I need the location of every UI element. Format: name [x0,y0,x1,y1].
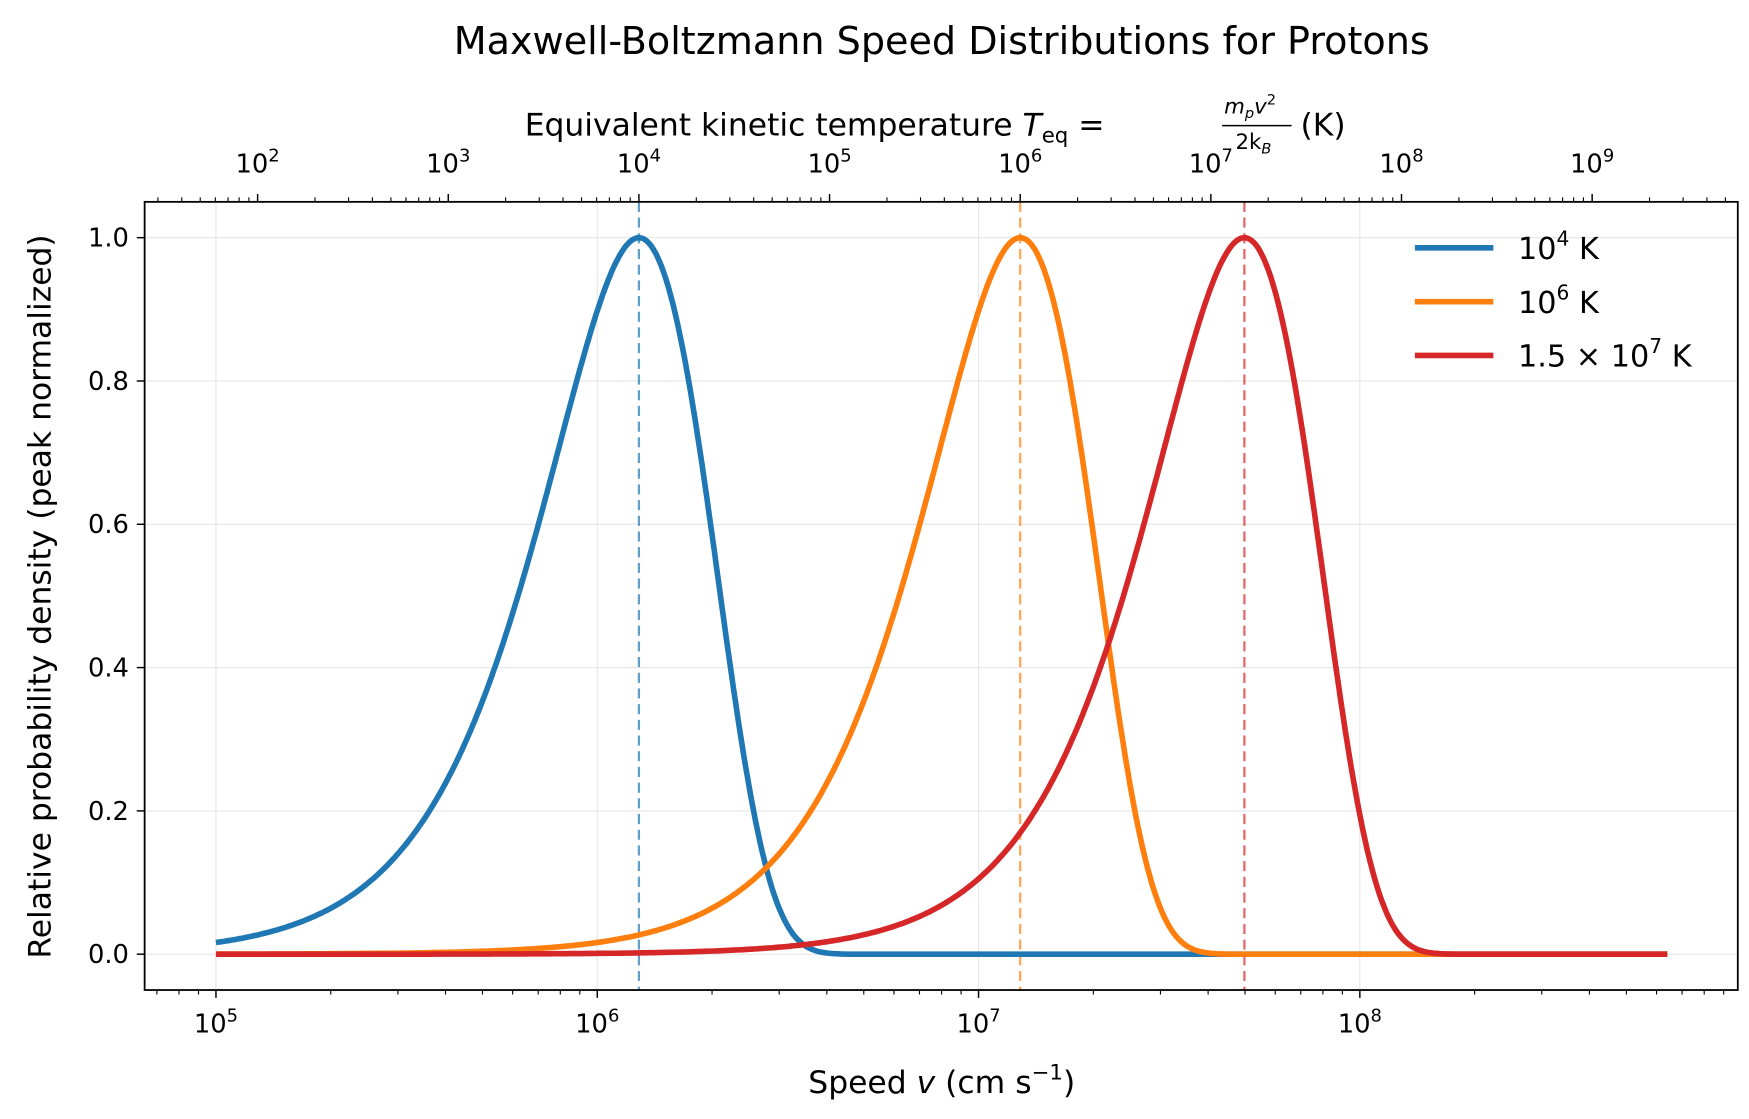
y-tick-label: 1.0 [88,224,129,254]
top-tick-label: 103 [426,145,470,179]
curves [215,234,1668,957]
top-tick-label: 106 [998,145,1042,179]
series-line [215,234,1668,957]
legend-label: 106 K [1518,280,1600,320]
legend: 104 K 106 K 1.5 × 107 K [1414,227,1693,375]
top-tick-label: 108 [1379,145,1423,179]
series-line [215,234,1668,957]
chart-title: Maxwell-Boltzmann Speed Distributions fo… [454,19,1430,63]
x-axis-label: Speed v (cm s−1) [808,1061,1075,1101]
x-tick-label: 108 [1338,1005,1382,1039]
top-axis-label: Equivalent kinetic temperature Teq = mpv… [525,91,1346,157]
legend-label: 1.5 × 107 K [1518,334,1693,374]
y-tick-label: 0.0 [88,940,129,970]
top-tick-label: 105 [807,145,851,179]
y-tick-label: 0.6 [88,510,129,540]
y-tick-label: 0.2 [88,797,129,827]
svg-text:2kB: 2kB [1236,130,1272,157]
peak-lines [637,201,1246,991]
x-tick-label: 107 [956,1005,1000,1039]
svg-text:(K): (K) [1301,108,1346,144]
ticks: 105 106 107 108 102 103 104 105 106 107 108 109 0.0 0… [88,145,1726,1040]
top-tick-label: 109 [1570,145,1614,179]
legend-label: 104 K [1518,227,1600,267]
svg-text:Equivalent kinetic temperature: Equivalent kinetic temperature Teq = [525,108,1105,149]
x-tick-label: 105 [194,1005,238,1039]
top-tick-label: 104 [617,145,661,179]
y-tick-label: 0.4 [88,654,129,684]
y-tick-label: 0.8 [88,367,129,397]
top-tick-label: 102 [236,145,280,179]
svg-text:mpv2: mpv2 [1224,91,1276,121]
series-line [215,234,1668,957]
x-tick-label: 106 [575,1005,619,1039]
y-axis-label: Relative probability density (peak norma… [22,234,58,958]
top-tick-label: 107 [1189,145,1233,179]
